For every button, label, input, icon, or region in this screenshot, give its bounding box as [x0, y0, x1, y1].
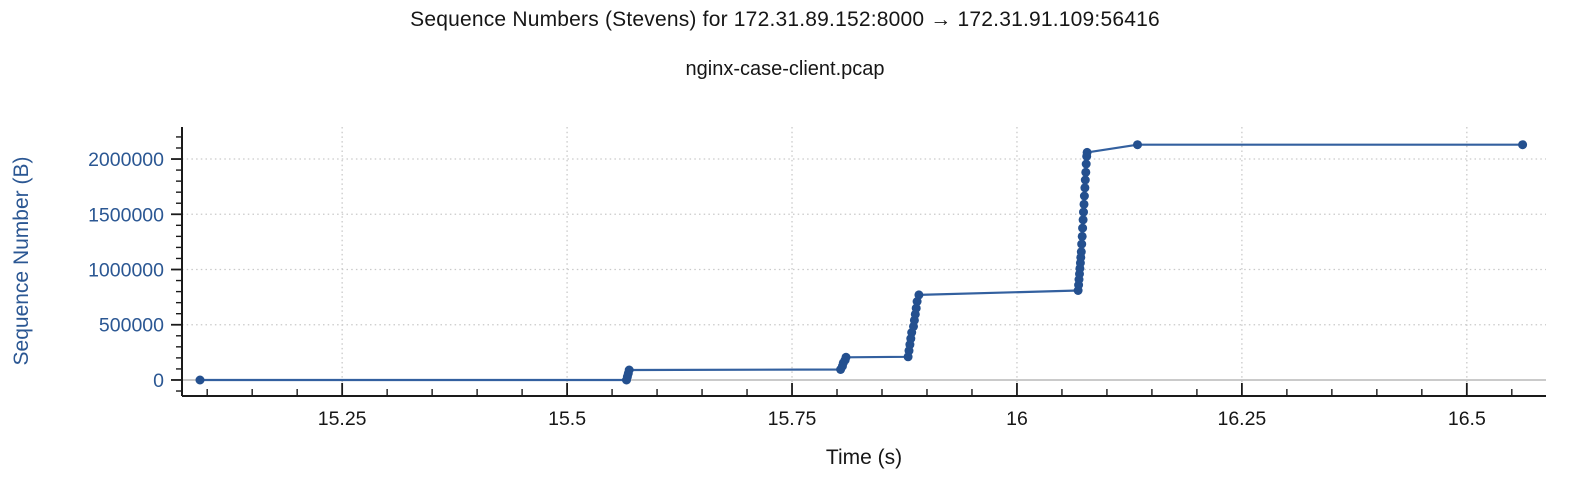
x-tick-label: 15.5	[548, 408, 586, 430]
data-point	[1080, 183, 1090, 193]
data-point	[1082, 147, 1092, 157]
y-tick-label: 2000000	[88, 149, 164, 171]
x-tick-label: 15.25	[318, 408, 367, 430]
data-point	[624, 365, 634, 375]
data-point	[1081, 159, 1091, 169]
x-tick-label: 15.75	[768, 408, 817, 430]
x-tick-label: 16.25	[1217, 408, 1266, 430]
y-tick-label: 1000000	[88, 260, 164, 282]
x-axis-label: Time (s)	[825, 446, 903, 469]
y-tick-label: 0	[153, 370, 164, 392]
data-point	[1080, 175, 1090, 185]
data-point	[1079, 191, 1089, 201]
data-point	[911, 303, 921, 313]
data-point	[1077, 231, 1087, 241]
data-point	[841, 352, 851, 362]
data-point	[1078, 223, 1088, 233]
data-point	[1079, 199, 1089, 209]
series-line	[200, 143, 1523, 382]
data-point	[1133, 140, 1142, 150]
data-point	[1077, 239, 1087, 249]
chart-subtitle: nginx-case-client.pcap	[685, 58, 885, 80]
data-point	[1076, 247, 1086, 257]
data-point	[1079, 207, 1088, 217]
chart-title: Sequence Numbers (Stevens) for 172.31.89…	[410, 8, 1160, 31]
y-tick-label: 1500000	[88, 204, 164, 226]
data-point	[1078, 215, 1088, 225]
data-point	[1518, 140, 1528, 150]
data-point	[1081, 167, 1091, 177]
data-point	[195, 375, 205, 385]
x-tick-label: 16	[1006, 408, 1028, 430]
y-axis-label: Sequence Number (B)	[10, 156, 33, 366]
data-point	[914, 290, 924, 300]
x-tick-label: 16.5	[1448, 408, 1486, 430]
y-tick-label: 500000	[99, 315, 164, 337]
